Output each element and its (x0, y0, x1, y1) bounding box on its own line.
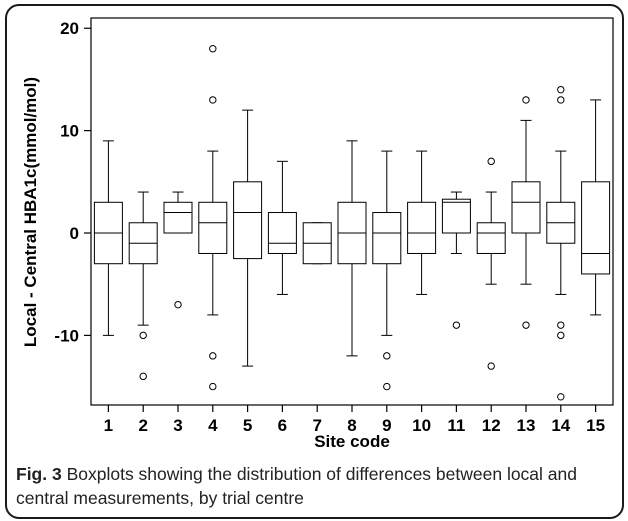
outlier-point (174, 300, 182, 309)
outlier-point (487, 362, 495, 370)
boxplot-site-2 (128, 191, 158, 381)
caption-text: Boxplots showing the distribution of dif… (16, 464, 577, 508)
x-tick-label: 10 (412, 416, 431, 435)
outlier-point (209, 352, 217, 360)
x-tick-label: 14 (551, 416, 570, 435)
iqr-box (372, 212, 402, 265)
x-tick-label: 6 (278, 416, 287, 435)
y-tick-label: -10 (54, 326, 79, 345)
outlier-point (557, 331, 565, 340)
outlier-point (383, 382, 391, 391)
boxplot-site-1 (93, 140, 123, 336)
x-tick-label: 7 (312, 416, 321, 435)
outlier-point (522, 321, 530, 329)
boxplot-site-10 (407, 150, 437, 295)
boxplot-site-14 (546, 85, 576, 401)
iqr-box (233, 181, 263, 260)
outlier-point (209, 382, 217, 391)
boxplot-site-15 (581, 99, 611, 316)
iqr-box (198, 201, 228, 254)
x-tick-label: 13 (517, 416, 536, 435)
boxplot-site-7 (302, 222, 332, 265)
iqr-box (407, 201, 437, 254)
x-tick-label: 4 (208, 416, 218, 435)
iqr-box (267, 212, 297, 254)
y-tick-label: 0 (70, 224, 79, 243)
boxes-layer (93, 45, 611, 401)
iqr-box (441, 198, 471, 234)
boxplot-site-6 (267, 160, 297, 295)
x-tick-label: 11 (447, 416, 465, 435)
outlier-point (209, 96, 217, 104)
outlier-point (557, 393, 565, 401)
y-axis: -10 0 10 20 (54, 19, 91, 345)
boxplot-site-8 (337, 140, 367, 357)
boxplot-site-13 (511, 96, 541, 329)
outlier-point (557, 96, 565, 104)
boxplot-site-11 (441, 191, 471, 329)
x-tick-label: 1 (104, 416, 113, 435)
outlier-point (522, 96, 530, 104)
outlier-point (139, 331, 147, 340)
iqr-box (581, 181, 611, 275)
x-tick-label: 5 (243, 416, 252, 435)
boxplot-site-9 (372, 150, 402, 391)
y-axis-label: Local - Central HBA1c(mmol/mol) (21, 77, 40, 347)
y-tick-label: 20 (60, 19, 79, 38)
caption-label: Fig. 3 (16, 464, 62, 484)
iqr-box (511, 181, 541, 234)
outlier-point (383, 352, 391, 360)
boxplot-figure: -10 0 10 20 1 2 3 4 5 6 7 8 9 10 11 12 13 14 15 Local - C… (21, 17, 614, 451)
x-axis-label: Site code (314, 432, 390, 451)
figure-caption: Fig. 3 Boxplots showing the distribution… (16, 462, 616, 510)
x-tick-label: 15 (586, 416, 605, 435)
x-tick-label: 3 (173, 416, 182, 435)
outlier-point (139, 372, 147, 381)
outlier-point (557, 321, 565, 329)
outlier-point (487, 157, 495, 166)
x-tick-label: 2 (138, 416, 147, 435)
figure-frame (5, 4, 624, 519)
y-tick-label: 10 (60, 122, 79, 141)
boxplot-site-12 (476, 157, 506, 370)
outlier-point (557, 85, 565, 94)
x-tick-label: 8 (347, 416, 356, 435)
iqr-box (163, 201, 193, 234)
iqr-box (476, 222, 506, 254)
boxplot-site-4 (198, 45, 228, 391)
outlier-point (452, 321, 461, 329)
x-axis: 1 2 3 4 5 6 7 8 9 10 11 12 13 14 15 (104, 405, 605, 435)
x-tick-label: 9 (382, 416, 391, 435)
boxplot-site-5 (233, 109, 263, 367)
boxplot-site-3 (163, 191, 193, 309)
x-tick-label: 12 (482, 416, 501, 435)
outlier-point (209, 45, 217, 53)
